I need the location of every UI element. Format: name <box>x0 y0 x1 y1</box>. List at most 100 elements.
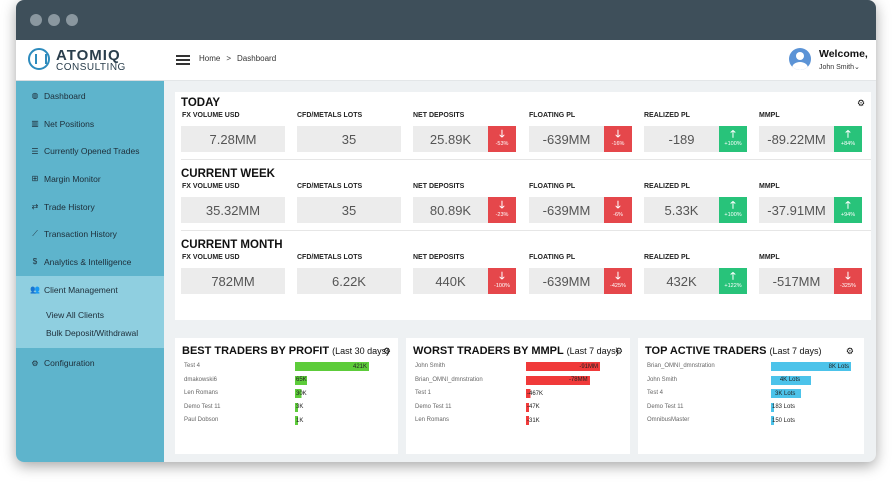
change-badge: 🡓 -53% <box>488 126 516 152</box>
sidebar-item-client-management[interactable]: 👥 Client Management <box>16 275 164 304</box>
menu-toggle-icon[interactable] <box>176 55 190 65</box>
client-management-submenu: View All Clients Bulk Deposit/Withdrawal <box>16 303 164 348</box>
trader-bar: 30K <box>295 389 369 399</box>
panel-settings-gear-icon[interactable]: ⚙ <box>845 346 854 356</box>
change-percent: -425% <box>610 283 626 290</box>
trader-bar: -78MM <box>526 375 590 385</box>
change-percent: -100% <box>494 283 510 290</box>
metric-value: -639MM <box>529 197 604 223</box>
sidebar-item-margin-monitor[interactable]: ⊞ Margin Monitor <box>16 165 164 193</box>
breadcrumb-home[interactable]: Home <box>199 54 221 63</box>
metric-value: 432K <box>644 268 719 294</box>
trader-panel: BEST TRADERS BY PROFIT (Last 30 days) ⚙ Te… <box>175 338 398 454</box>
panel-title: TOP ACTIVE TRADERS (Last 7 days) <box>645 345 822 357</box>
trader-panel: TOP ACTIVE TRADERS (Last 7 days) ⚙ Brian_O… <box>638 338 864 454</box>
metric-value: 440K <box>413 268 488 294</box>
breadcrumb: Home > Dashboard <box>199 54 276 63</box>
section-divider <box>181 230 871 231</box>
trader-name: Demo Test 11 <box>647 403 684 410</box>
trader-name: Len Romans <box>184 390 219 397</box>
trader-name: Paul Dobson <box>184 417 219 424</box>
panel-subtitle: (Last 7 days) <box>566 346 619 356</box>
metric-label: FX VOLUME USD <box>182 112 240 119</box>
sidebar-item-label: Currently Opened Trades <box>44 146 140 157</box>
trader-bar: 3K <box>295 402 369 412</box>
trader-name: Brian_OMNI_dmnstration <box>415 376 483 383</box>
sidebar-item-trade-history[interactable]: ⇄ Trade History <box>16 193 164 221</box>
sidebar-item-transaction-history[interactable]: ⟋ Transaction History <box>16 220 164 248</box>
sidebar-item-analytics-intelligence[interactable]: $ Analytics & Intelligence <box>16 248 164 276</box>
window-close-dot[interactable] <box>30 14 42 26</box>
arrow-up-icon: 🡑 <box>730 200 736 212</box>
avatar[interactable] <box>789 48 811 70</box>
sidebar-item-net-positions[interactable]: ▥ Net Positions <box>16 110 164 138</box>
metric-label: REALIZED PL <box>644 183 690 190</box>
change-badge: 🡓 -100% <box>488 268 516 294</box>
metric-value: 782MM <box>181 268 285 294</box>
window-maximize-dot[interactable] <box>66 14 78 26</box>
submenu-item-view-all-clients[interactable]: View All Clients <box>46 309 104 320</box>
list-icon: ☰ <box>31 146 39 156</box>
sidebar-item-configuration[interactable]: ⚙ Configuration <box>16 350 164 378</box>
trader-name: Test 4 <box>647 390 664 397</box>
metric-label: REALIZED PL <box>644 112 690 119</box>
trader-bar: 3K Lots <box>771 389 802 399</box>
sidebar-item-label: Analytics & Intelligence <box>44 256 132 267</box>
change-badge: 🡓 -325% <box>834 268 862 294</box>
submenu-item-bulk-deposit-withdrawal[interactable]: Bulk Deposit/Withdrawal <box>46 327 139 338</box>
change-badge: 🡑 +84% <box>834 126 862 152</box>
window-minimize-dot[interactable] <box>48 14 60 26</box>
change-badge: 🡓 -16% <box>604 126 632 152</box>
panel-subtitle: (Last 30 days) <box>332 346 390 356</box>
gears-icon: ⚙ <box>31 358 39 368</box>
welcome-text: Welcome, <box>819 48 868 60</box>
dollar-icon: $ <box>32 257 38 267</box>
section-title: CURRENT WEEK <box>181 168 275 180</box>
brand-logo[interactable]: ATOMIQ CONSULTING <box>16 40 164 81</box>
change-percent: +122% <box>724 283 742 290</box>
trader-bar: 150 Lots <box>771 416 851 426</box>
trader-name: Demo Test 11 <box>184 403 221 410</box>
change-badge: 🡑 +100% <box>719 126 747 152</box>
metric-label: FLOATING PL <box>529 254 576 261</box>
metric-label: CFD/METALS LOTS <box>297 183 363 190</box>
arrow-down-icon: 🡓 <box>499 200 505 212</box>
sidebar-item-currently-opened-trades[interactable]: ☰ Currently Opened Trades <box>16 137 164 165</box>
panel-settings-gear-icon[interactable]: ⚙ <box>382 346 391 356</box>
trader-bar: -31K <box>526 416 600 426</box>
change-percent: -53% <box>495 141 509 148</box>
arrow-down-icon: 🡓 <box>499 271 505 283</box>
breadcrumb-separator: > <box>226 54 232 63</box>
metric-value: -37.91MM <box>759 197 834 223</box>
trader-name: John Smith <box>415 363 446 369</box>
metric-label: FX VOLUME USD <box>182 254 240 261</box>
sidebar-item-label: Configuration <box>44 358 95 369</box>
change-percent: -16% <box>611 141 625 148</box>
metric-value: 7.28MM <box>181 126 285 152</box>
sidebar-item-label: Net Positions <box>44 118 95 129</box>
metric-value: 35.32MM <box>181 197 285 223</box>
metric-value: -89.22MM <box>759 126 834 152</box>
metric-value: -189 <box>644 126 719 152</box>
sidebar-item-dashboard[interactable]: ◍ Dashboard <box>16 82 164 110</box>
metric-label: REALIZED PL <box>644 254 690 261</box>
panel-settings-gear-icon[interactable]: ⚙ <box>614 346 623 356</box>
exchange-icon: ⇄ <box>31 202 39 212</box>
metric-label: FLOATING PL <box>529 112 576 119</box>
section-divider <box>181 159 871 160</box>
arrow-down-icon: 🡓 <box>615 200 621 212</box>
sidebar-item-label: Margin Monitor <box>44 173 101 184</box>
users-icon: 👥 <box>30 285 40 295</box>
user-menu[interactable]: John Smith⌄ <box>819 63 860 71</box>
panel-title: WORST TRADERS BY MMPL (Last 7 days) <box>413 345 619 357</box>
arrow-up-icon: 🡑 <box>845 200 851 212</box>
metric-label: FX VOLUME USD <box>182 183 240 190</box>
arrow-up-icon: 🡑 <box>730 129 736 141</box>
panel-title: BEST TRADERS BY PROFIT (Last 30 days) <box>182 345 389 357</box>
breadcrumb-current: Dashboard <box>237 54 277 63</box>
sidebar-item-label: Dashboard <box>44 90 86 101</box>
trader-name: Brian_OMNI_dmnstration <box>647 363 715 369</box>
metric-value: 6.22K <box>297 268 401 294</box>
stats-settings-gear-icon[interactable]: ⚙ <box>857 98 866 108</box>
arrow-down-icon: 🡓 <box>615 271 621 283</box>
